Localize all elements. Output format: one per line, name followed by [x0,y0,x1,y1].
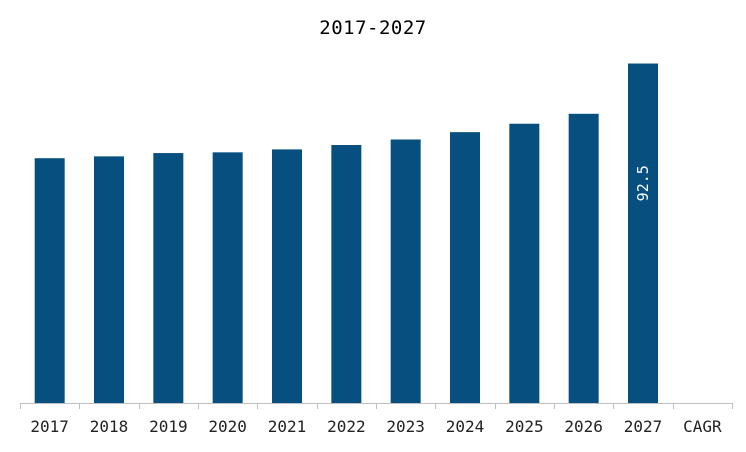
x-tick-label-2026: 2026 [564,417,603,436]
x-tick-label-2023: 2023 [386,417,425,436]
bar-2019 [153,153,184,403]
x-tick-label-2019: 2019 [149,417,188,436]
data-label-2027: 92.5 [634,165,652,201]
bar-2018 [94,156,124,403]
x-axis [20,403,733,409]
x-tick-label-2027: 2027 [624,417,663,436]
bar-2017 [34,158,65,403]
bar-2022 [331,144,362,403]
x-tick-label-2017: 2017 [30,417,69,436]
x-tick-label-CAGR: CAGR [683,417,722,436]
x-tick-label-2018: 2018 [90,417,129,436]
bar-2020 [212,152,243,403]
x-tick-label-2024: 2024 [446,417,485,436]
x-tick-label-2021: 2021 [268,417,307,436]
chart-title: 2017-2027 [319,17,427,39]
bar-2023 [390,139,421,403]
bars-layer: 92.5 [34,63,658,404]
bar-2024 [450,132,480,404]
x-tick-label-2020: 2020 [208,417,247,436]
bar-2021 [272,149,302,403]
bar-2027 [628,63,658,404]
x-tick-label-2025: 2025 [505,417,544,436]
tick-labels: 2017 2018 2019 2020 2021 2022 2023 2024 2025 2026… [30,417,722,436]
x-tick-label-2022: 2022 [327,417,366,436]
bar-2025 [509,123,540,403]
bar-2026 [568,113,599,403]
